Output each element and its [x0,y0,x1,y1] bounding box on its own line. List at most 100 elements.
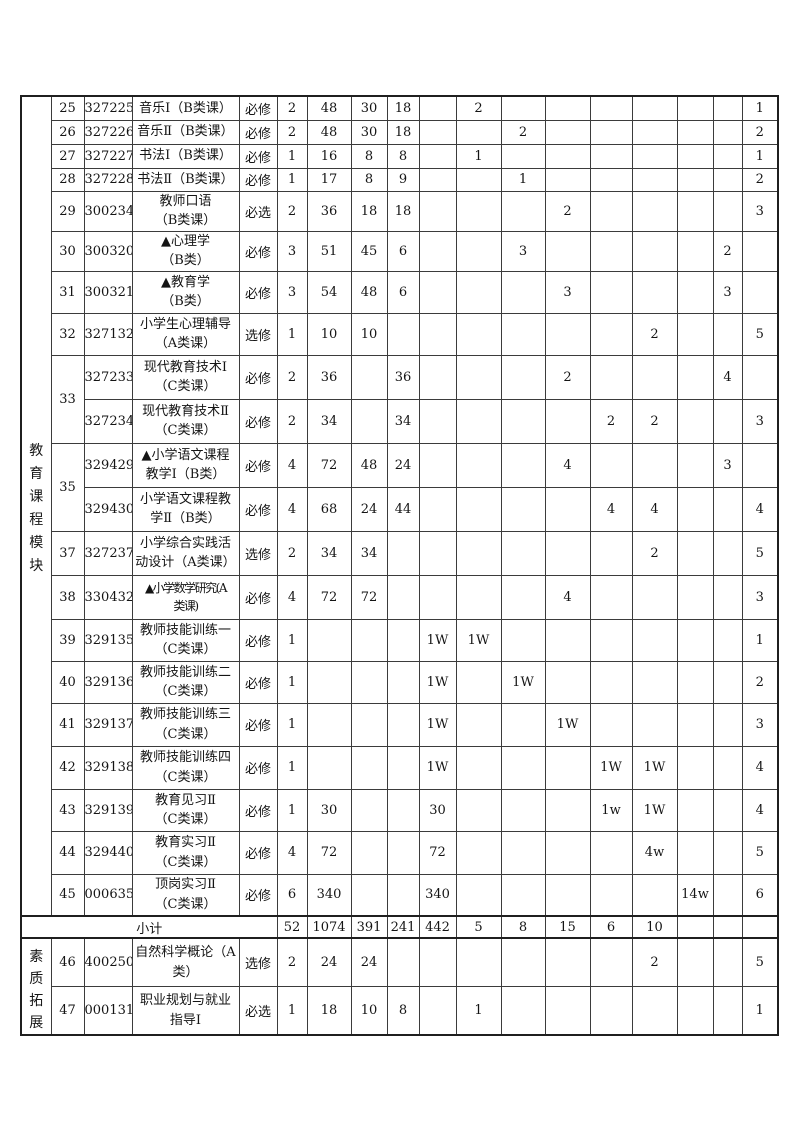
cell-course-type: 必修 [238,95,278,121]
cell-assess-term: 3 [741,190,779,232]
cell-total-hours: 10 [306,312,352,356]
cell-total-hours [306,702,352,747]
cell-module-label: 教 育 课 程 模 块 [20,95,52,917]
cell-sem1 [455,937,502,987]
cell-course-name: 自然科学概论（A 类） [131,937,240,987]
cell-course-code: 327225 [83,95,133,121]
cell-course-code: 327233 [83,354,133,400]
cell-sem3: 2 [544,354,591,400]
cell-practice-hours: 9 [386,167,420,192]
cell-theory-hours: 8 [350,143,388,169]
cell-course-type: 必修 [238,873,278,917]
cell-exam-term [712,167,743,192]
cell-sem6 [676,702,714,747]
cell-practicum-hours: 72 [418,830,457,875]
cell-course-code: 300320 [83,230,133,272]
cell-sem1 [455,167,502,192]
cell-sem5: 4 [631,486,678,532]
cell-total-hours: 48 [306,95,352,121]
cell-practice-hours [386,830,420,875]
cell-course-name: 现代教育技术Ⅱ （C类课） [131,398,240,444]
cell-sem1 [455,230,502,272]
cell-no: 27 [50,143,85,169]
cell-theory-hours: 45 [350,230,388,272]
cell-practice-hours: 6 [386,230,420,272]
table-row: 27 327227 书法Ⅰ（B类课） 必修 1 16 8 8 1 1 [21,143,779,169]
cell-practice-hours: 18 [386,190,420,232]
cell-sem5: 2 [631,398,678,444]
cell-sem5 [631,574,678,620]
cell-no: 33 [50,354,85,444]
cell-practicum-hours [418,986,457,1036]
cell-sem3 [544,530,591,576]
cell-sem6 [676,937,714,987]
cell-sem5: 4w [631,830,678,875]
cell-practice-hours [386,745,420,790]
cell-total-hours: 16 [306,143,352,169]
cell-no: 31 [50,270,85,314]
cell-sem2: 1 [500,167,546,192]
cell-no: 35 [50,442,85,532]
cell-course-code: 329430 [83,486,133,532]
cell-sem4 [589,618,633,662]
cell-course-type: 必修 [238,270,278,314]
cell-practice-hours: 8 [386,143,420,169]
cell-sem2 [500,398,546,444]
cell-assess-term: 1 [741,618,779,662]
cell-sem1 [455,873,502,917]
cell-credits: 4 [276,574,308,620]
cell-credits: 4 [276,830,308,875]
cell-sem3: 3 [544,270,591,314]
cell-sem3 [544,486,591,532]
cell-assess-term [741,270,779,314]
cell-total-hours: 340 [306,873,352,917]
cell-sem2 [500,270,546,314]
cell-no: 42 [50,745,85,790]
cell-course-name: 顶岗实习Ⅱ （C类课） [131,873,240,917]
cell-no: 46 [50,937,85,987]
table-row: 29 300234 教师口语 （B类课） 必选 2 36 18 18 2 3 [21,190,779,232]
cell-exam-term: 2 [712,230,743,272]
cell-exam-term [712,745,743,790]
cell-theory-hours: 48 [350,270,388,314]
cell-theory-hours [350,618,388,662]
cell-total-hours [306,618,352,662]
cell-course-type: 必修 [238,442,278,488]
cell-practice-hours [386,937,420,987]
table-row: 30 300320 ▲心理学 （B类） 必修 3 51 45 6 3 2 [21,230,779,272]
cell-sem5: 10 [631,915,678,939]
cell-course-code: 300321 [83,270,133,314]
cell-course-code: 329136 [83,660,133,704]
cell-course-name: ▲教育学 （B类） [131,270,240,314]
cell-sem4: 1w [589,788,633,832]
cell-practicum-hours: 1W [418,660,457,704]
cell-practicum-hours [418,143,457,169]
cell-practice-hours: 18 [386,119,420,145]
cell-practicum-hours [418,270,457,314]
cell-practicum-hours [418,937,457,987]
cell-sem6 [676,986,714,1036]
cell-sem1 [455,788,502,832]
cell-course-name: 教育实习Ⅱ （C类课） [131,830,240,875]
cell-sem1: 1W [455,618,502,662]
cell-no: 45 [50,873,85,917]
cell-course-code: 300234 [83,190,133,232]
table-row: 43 329139 教育见习Ⅱ （C类课） 必修 1 30 30 1w 1W 4 [21,788,779,832]
cell-practicum-hours: 340 [418,873,457,917]
cell-credits: 2 [276,937,308,987]
cell-sem6 [676,95,714,121]
cell-sem6 [676,312,714,356]
cell-no: 44 [50,830,85,875]
cell-practice-hours [386,660,420,704]
cell-course-name: ▲小学数学研究(A 类课) [131,574,240,620]
cell-credits: 1 [276,745,308,790]
cell-theory-hours: 48 [350,442,388,488]
cell-subtotal-label: 小计 [20,915,278,939]
cell-sem2 [500,618,546,662]
cell-sem5: 1W [631,745,678,790]
cell-sem3 [544,230,591,272]
cell-theory-hours [350,398,388,444]
cell-exam-term [712,398,743,444]
cell-sem2: 2 [500,119,546,145]
cell-assess-term: 5 [741,312,779,356]
